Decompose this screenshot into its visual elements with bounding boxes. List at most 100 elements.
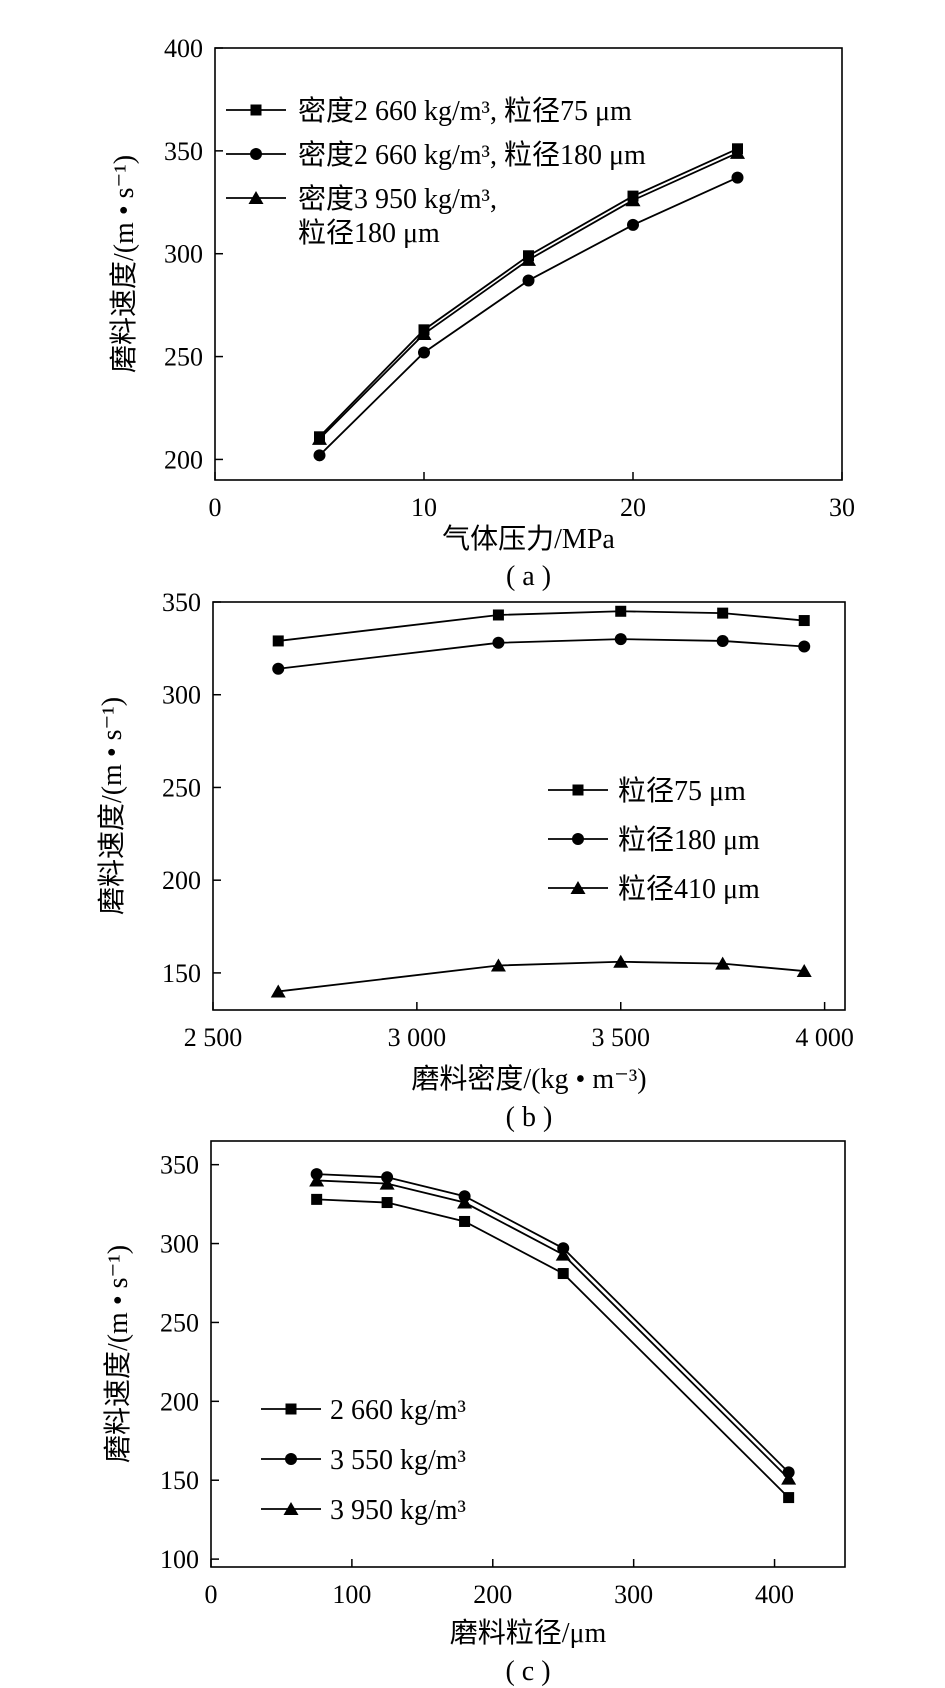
data-point-triangle (781, 1471, 797, 1485)
legend-label: 粒径180 μm (298, 217, 440, 249)
series-square (272, 605, 810, 647)
data-point-square (798, 615, 810, 627)
legend-label: 粒径75 μm (618, 775, 746, 807)
panel-caption: ( b ) (506, 1102, 553, 1133)
data-point-triangle (555, 1247, 571, 1261)
x-tick-label: 30 (829, 493, 855, 522)
x-axis-label: 磨料粒径/μm (450, 1617, 607, 1649)
data-point-triangle (270, 984, 286, 998)
legend-marker-circle (250, 148, 262, 160)
y-tick-label: 250 (160, 1308, 199, 1337)
legend-item: 3 950 kg/m³ (261, 1495, 466, 1526)
data-point-circle (272, 662, 285, 675)
series-triangle (270, 954, 812, 998)
data-point-circle (731, 171, 744, 184)
data-point-triangle (312, 431, 327, 445)
data-point-circle (716, 634, 729, 647)
legend-item: 粒径410 μm (548, 873, 760, 905)
data-point-square (557, 1268, 569, 1280)
data-point-triangle (457, 1195, 473, 1209)
data-point-square (783, 1492, 795, 1504)
data-point-triangle (613, 954, 629, 968)
data-point-circle (492, 636, 505, 649)
y-axis-label: 磨料速度/(m • s⁻¹) (102, 1245, 134, 1463)
legend-marker-square (572, 784, 584, 796)
y-tick-label: 200 (164, 445, 203, 474)
plot-frame (210, 1140, 846, 1568)
y-tick-label: 300 (160, 1230, 199, 1259)
x-tick-label: 20 (620, 493, 646, 522)
data-point-triangle (490, 958, 506, 972)
y-tick-label: 200 (160, 1387, 199, 1416)
y-tick-label: 300 (164, 240, 203, 269)
data-point-triangle (796, 964, 812, 978)
series-triangle (312, 145, 745, 445)
legend-item: 密度2 660 kg/m³, 粒径75 μm (226, 95, 632, 127)
y-tick-label: 250 (164, 343, 203, 372)
chart-panel-b: 150 200 250 300 350 2 500 3 000 3 500 4 000 磨料速度/… (96, 588, 854, 1133)
data-point-triangle (379, 1176, 395, 1190)
legend-label: 粒径180 μm (618, 824, 760, 856)
data-point-triangle (730, 145, 745, 159)
data-point-circle (418, 346, 430, 359)
plot-frame (212, 601, 846, 1011)
legend-item: 粒径180 μm (548, 824, 760, 856)
x-tick-label: 100 (332, 1580, 371, 1609)
legend-marker-square (250, 104, 262, 116)
data-point-triangle (715, 956, 731, 970)
y-tick-label: 350 (162, 588, 201, 617)
series-triangle (309, 1173, 797, 1485)
legend-item: 2 660 kg/m³ (261, 1395, 466, 1426)
y-axis-label: 磨料速度/(m • s⁻¹) (108, 155, 140, 373)
plot-frame (214, 47, 843, 481)
series-square (311, 1193, 795, 1504)
data-point-circle (522, 274, 535, 287)
legend-marker-triangle (283, 1502, 299, 1515)
series-line (316, 1179, 790, 1480)
data-point-triangle (625, 193, 641, 207)
series-circle (272, 633, 811, 675)
y-tick-label: 150 (160, 1466, 199, 1495)
data-point-circle (614, 633, 627, 646)
chart-panel-a: 200 250 300 350 400 0 10 20 30 磨料速度/(m • s⁻¹) 气体压力… (108, 34, 855, 592)
data-point-circle (627, 218, 639, 231)
data-point-square (615, 605, 627, 617)
panel-caption: ( a ) (506, 561, 551, 592)
y-tick-label: 100 (160, 1545, 199, 1574)
data-point-square (492, 609, 504, 621)
legend-label: 密度2 660 kg/m³, 粒径180 μm (298, 139, 646, 171)
legend-label: 3 550 kg/m³ (330, 1445, 466, 1476)
legend-label: 密度3 950 kg/m³, (298, 183, 497, 215)
legend-marker-circle (572, 833, 584, 845)
legend-item: 3 550 kg/m³ (261, 1445, 466, 1476)
legend-label: 3 950 kg/m³ (330, 1495, 466, 1526)
data-point-triangle (521, 252, 536, 266)
y-tick-label: 150 (162, 959, 201, 988)
data-point-triangle (309, 1173, 325, 1187)
data-point-square (272, 635, 284, 647)
x-tick-label: 0 (209, 493, 222, 522)
legend: 密度2 660 kg/m³, 粒径75 μm 密度2 660 kg/m³, 粒径1… (226, 95, 646, 249)
y-tick-label: 300 (162, 681, 201, 710)
x-axis-label: 气体压力/MPa (442, 523, 615, 555)
x-tick-label: 3 500 (591, 1023, 650, 1052)
data-point-square (717, 607, 729, 619)
legend-marker-circle (285, 1453, 297, 1465)
x-tick-label: 10 (411, 493, 437, 522)
legend-label: 粒径410 μm (618, 873, 760, 905)
data-point-circle (313, 449, 326, 462)
x-tick-label: 0 (205, 1580, 218, 1609)
legend-item: 密度2 660 kg/m³, 粒径180 μm (226, 139, 646, 171)
legend-item: 粒径75 μm (548, 775, 746, 807)
x-tick-label: 2 500 (184, 1023, 243, 1052)
x-axis-label: 磨料密度/(kg • m⁻³) (411, 1063, 646, 1095)
x-tick-label: 200 (473, 1580, 512, 1609)
x-tick-label: 400 (755, 1580, 794, 1609)
legend: 2 660 kg/m³ 3 550 kg/m³ 3 950 kg/m³ (261, 1395, 466, 1526)
data-point-circle (798, 640, 811, 653)
legend-label: 密度2 660 kg/m³, 粒径75 μm (298, 95, 632, 127)
legend-marker-triangle (248, 191, 264, 204)
data-point-square (311, 1193, 323, 1205)
y-tick-label: 250 (162, 773, 201, 802)
